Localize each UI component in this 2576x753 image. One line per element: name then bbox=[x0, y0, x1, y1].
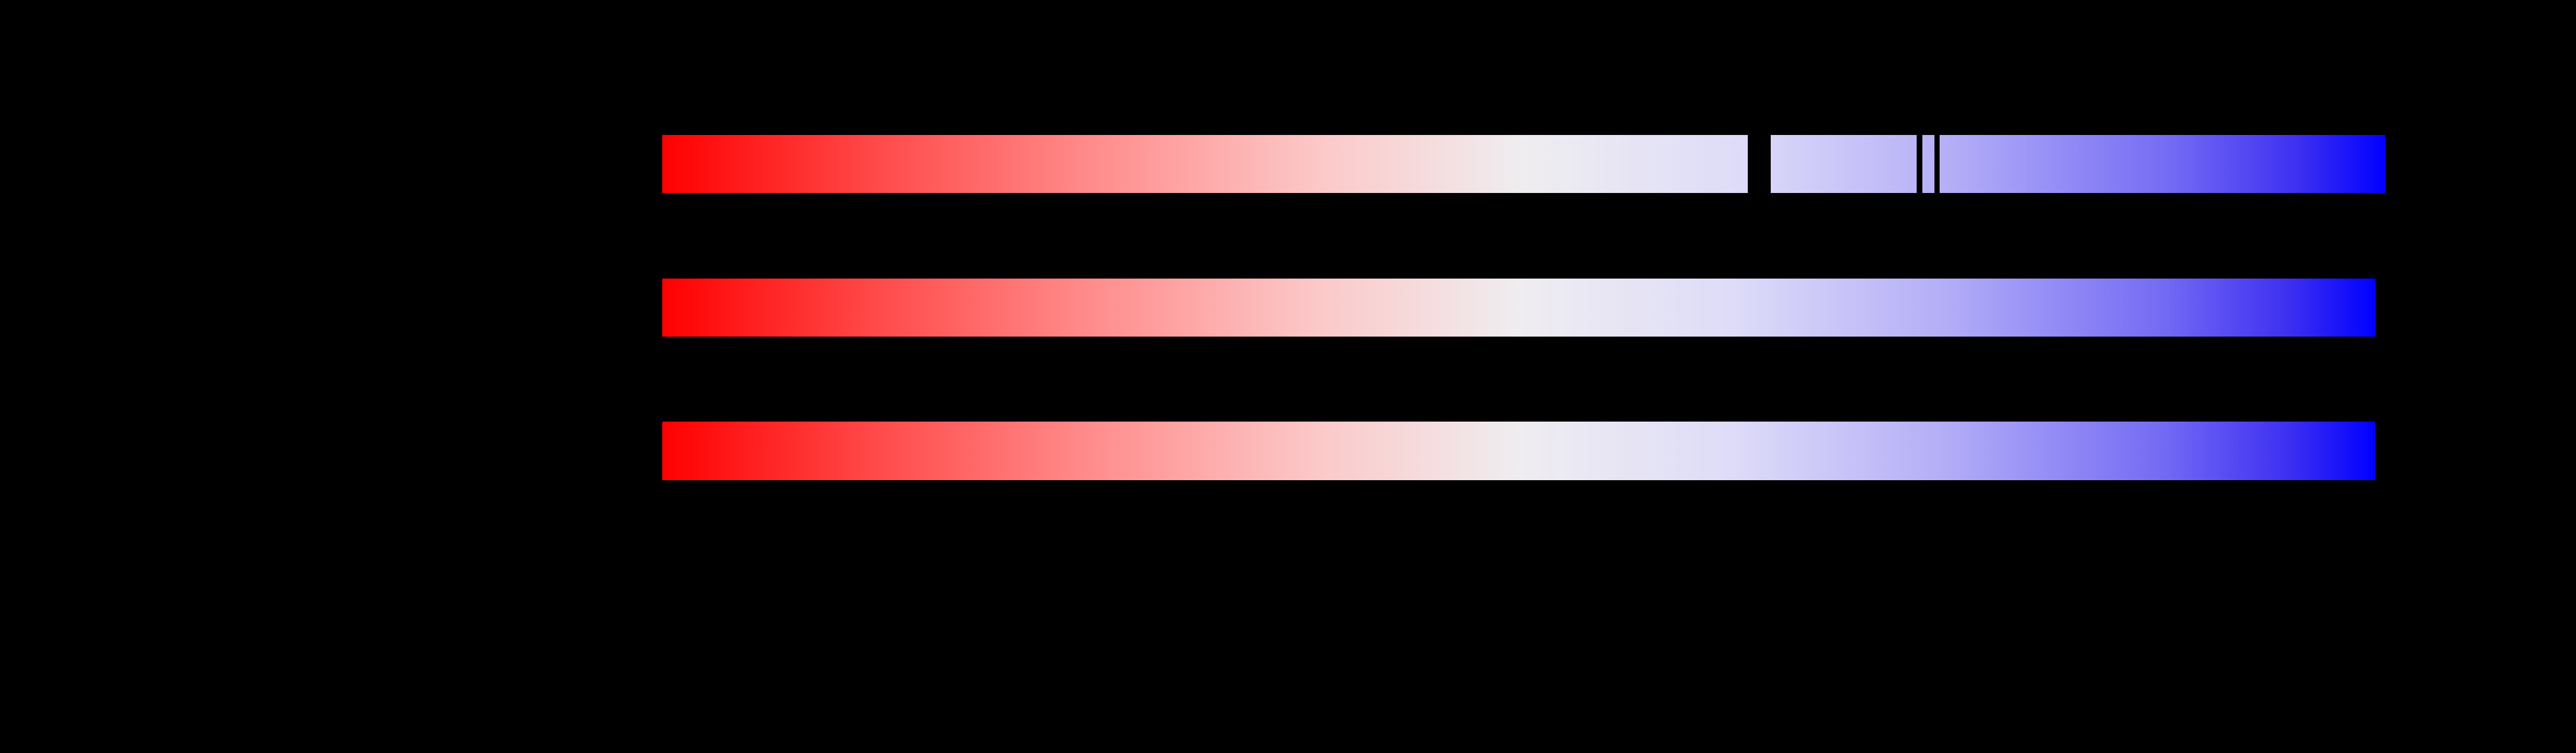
gradient-bar-1 bbox=[662, 134, 2386, 193]
gradient-bar-3 bbox=[662, 422, 2376, 480]
gradient-bar-2 bbox=[662, 279, 2376, 337]
bar-1-gap-thin-1 bbox=[1916, 134, 1922, 193]
bar-1-gap-thin-2 bbox=[1934, 134, 1940, 193]
bar-1-gap-wide bbox=[1747, 134, 1771, 193]
